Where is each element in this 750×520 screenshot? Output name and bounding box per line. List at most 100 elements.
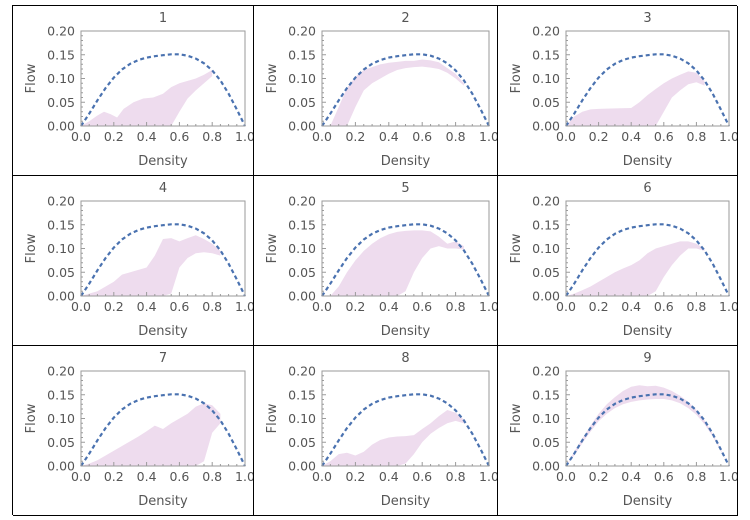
y-tick-label: 0.10: [288, 71, 316, 86]
y-tick-label: 0.10: [288, 411, 316, 426]
x-tick-label: 0.6: [654, 469, 674, 484]
x-tick-label: 1.0: [235, 299, 253, 314]
x-tick-label: 0.4: [379, 129, 399, 144]
x-tick-label: 0.0: [71, 299, 91, 314]
chart-panel-7: 7 0.0 0.2 0.4 0.6 0.8 1.0 0.00 0.05 0.10 0.15 0.20 D…: [13, 346, 254, 516]
x-tick-label: 0.6: [412, 129, 432, 144]
y-tick-label: 0.15: [288, 217, 316, 232]
y-tick-label: 0.20: [288, 364, 316, 379]
y-tick-label: 0.00: [47, 289, 75, 304]
y-axis-label: Flow: [265, 63, 280, 93]
x-axis-label: Density: [623, 154, 673, 169]
x-tick-label: 0.4: [137, 469, 157, 484]
y-tick-label: 0.15: [532, 387, 560, 402]
panel-title: 6: [643, 181, 651, 196]
y-tick-label: 0.00: [47, 119, 75, 134]
y-tick-label: 0.00: [532, 459, 560, 474]
y-tick-label: 0.05: [288, 265, 316, 280]
x-axis-label: Density: [623, 494, 673, 509]
y-tick-label: 0.00: [288, 459, 316, 474]
band-area: [330, 59, 464, 126]
reference-curve-line: [321, 393, 490, 467]
x-tick-label: 0.6: [169, 299, 189, 314]
x-tick-label: 0.2: [589, 469, 609, 484]
x-tick-label: 0.0: [556, 129, 576, 144]
x-tick-label: 0.6: [654, 299, 674, 314]
reference-curve-line: [565, 53, 730, 127]
panel-title: 8: [401, 351, 409, 366]
panel-title: 1: [159, 11, 167, 26]
x-tick-label: 0.6: [654, 129, 674, 144]
y-axis-label: Flow: [509, 233, 524, 263]
chart-panel-6: 6 0.0 0.2 0.4 0.6 0.8 1.0 0.00 0.05 0.10 0.15 0.20 D…: [498, 176, 738, 346]
x-tick-label: 0.4: [621, 469, 641, 484]
y-tick-label: 0.00: [288, 289, 316, 304]
y-tick-label: 0.20: [532, 194, 560, 209]
y-tick-label: 0.20: [288, 194, 316, 209]
y-tick-label: 0.20: [532, 364, 560, 379]
x-tick-label: 1.0: [719, 469, 737, 484]
chart-svg-5: 5 0.0 0.2 0.4 0.6 0.8 1.0 0.00 0.05 0.10 0.15 0.20 D…: [265, 181, 497, 339]
reference-curve-line: [321, 223, 490, 297]
x-tick-label: 0.2: [104, 469, 124, 484]
y-tick-label: 0.05: [47, 265, 75, 280]
y-tick-label: 0.15: [532, 47, 560, 62]
y-tick-label: 0.10: [532, 411, 560, 426]
x-axis-label: Density: [138, 154, 188, 169]
y-tick-label: 0.10: [532, 71, 560, 86]
band-area: [322, 410, 464, 466]
chart-svg-2: 2 0.0 0.2 0.4 0.6 0.8 1.0 0.00 0.05 0.10 0.15 0.20 D…: [265, 11, 497, 169]
y-tick-label: 0.05: [47, 435, 75, 450]
panel-title: 2: [401, 11, 409, 26]
x-axis-label: Density: [623, 324, 673, 339]
band-area: [81, 403, 221, 466]
x-tick-label: 0.2: [589, 299, 609, 314]
x-axis-label: Density: [381, 154, 431, 169]
x-tick-label: 0.8: [202, 299, 222, 314]
chart-svg-6: 6 0.0 0.2 0.4 0.6 0.8 1.0 0.00 0.05 0.10 0.15 0.20 D…: [509, 181, 737, 339]
y-tick-label: 0.10: [47, 411, 75, 426]
x-tick-label: 1.0: [479, 299, 497, 314]
x-tick-label: 1.0: [719, 129, 737, 144]
y-axis-label: Flow: [509, 63, 524, 93]
y-tick-label: 0.15: [532, 217, 560, 232]
x-tick-label: 0.2: [104, 129, 124, 144]
x-tick-label: 0.4: [137, 129, 157, 144]
y-tick-label: 0.15: [47, 387, 75, 402]
x-tick-label: 0.8: [446, 299, 466, 314]
panel-title: 7: [159, 351, 167, 366]
y-tick-label: 0.05: [288, 435, 316, 450]
chart-panel-3: 3 0.0 0.2 0.4 0.6 0.8 1.0 0.00 0.05 0.10 0.15 0.20 D…: [498, 6, 738, 176]
x-tick-label: 0.8: [686, 129, 706, 144]
x-tick-label: 0.4: [379, 469, 399, 484]
x-tick-label: 0.0: [556, 299, 576, 314]
x-axis-label: Density: [381, 324, 431, 339]
chart-panel-1: 1 0.0 0.2 0.4 0.6 0.8 1.0 0.00 0.05 0.10 0.15 0.20 D…: [13, 6, 254, 176]
band-area: [566, 385, 729, 466]
reference-curve-line: [80, 53, 246, 127]
band-area: [566, 241, 705, 296]
y-tick-label: 0.00: [532, 119, 560, 134]
panel-title: 9: [643, 351, 651, 366]
y-tick-label: 0.20: [47, 194, 75, 209]
y-tick-label: 0.15: [47, 217, 75, 232]
y-axis-label: Flow: [24, 233, 39, 263]
x-tick-label: 0.0: [71, 129, 91, 144]
plot-frame: [565, 370, 730, 467]
reference-curve-line: [80, 393, 246, 467]
x-tick-label: 0.2: [104, 299, 124, 314]
x-tick-label: 0.8: [446, 469, 466, 484]
panel-title: 5: [401, 181, 409, 196]
x-tick-label: 0.0: [556, 469, 576, 484]
y-axis-label: Flow: [509, 403, 524, 433]
x-tick-label: 0.4: [379, 299, 399, 314]
x-tick-label: 0.0: [71, 469, 91, 484]
x-tick-label: 0.6: [412, 299, 432, 314]
y-tick-label: 0.05: [47, 95, 75, 110]
x-tick-label: 1.0: [479, 469, 497, 484]
x-tick-label: 0.8: [446, 129, 466, 144]
x-tick-label: 0.0: [312, 469, 332, 484]
band-area: [81, 235, 221, 296]
x-tick-label: 0.8: [686, 469, 706, 484]
reference-curve-line: [321, 53, 490, 127]
